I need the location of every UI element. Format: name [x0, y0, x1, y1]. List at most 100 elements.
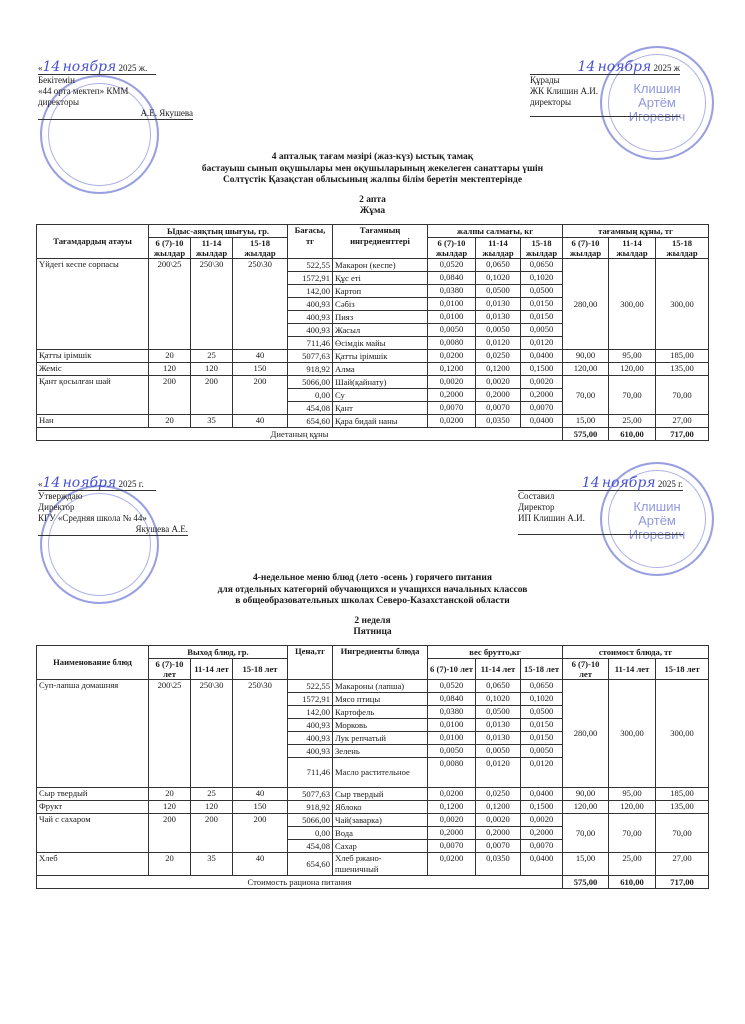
ingredient-price: 5077,63: [287, 349, 333, 363]
header-dish: Наименование блюд: [36, 645, 149, 680]
table-row: 400,93 Сәбіз 0,0100 0,0130 0,0150: [37, 297, 709, 311]
ingredient-weight: 0,0650: [475, 679, 521, 693]
header-age: 6 (7)-10 лет: [148, 658, 191, 680]
ingredient-weight: 0,0020: [475, 813, 521, 827]
ingredient-weight: 0,0100: [427, 297, 476, 311]
signature-line: [530, 108, 680, 117]
date-day: 14: [42, 475, 61, 491]
ingredient-weight: 0,0200: [427, 852, 476, 876]
dish-cost: 70,00: [562, 375, 610, 415]
ingredient-weight: 0,0840: [427, 692, 476, 706]
dish-cost: 95,00: [608, 349, 657, 363]
approve-label: Утверждаю: [38, 491, 83, 501]
header-row: Тағамдардың атауы Ыдыс-аяқтың шығуы, гр. Б…: [36, 224, 710, 259]
ingredient-weight: 0,1200: [427, 800, 476, 814]
ingredient-price: 400,93: [287, 323, 333, 337]
ingredient-weight: 0,0080: [427, 757, 476, 788]
document-title: 4 апталық тағам мәзірі (жаз-күз) ыстық т…: [0, 152, 745, 218]
dish-cost: 185,00: [655, 349, 710, 363]
ingredient-name: Картофель: [332, 705, 428, 719]
ingredient-weight: 0,2000: [427, 388, 476, 402]
date-quote: «: [38, 63, 43, 73]
dish-name: Хлеб: [36, 852, 149, 876]
week-label: 2 апта: [359, 194, 386, 205]
header-age: 11-14 лет: [475, 658, 521, 680]
dish-yield: 250\30: [232, 258, 288, 350]
position: директоры: [530, 97, 572, 107]
total-cost: 575,00: [562, 427, 610, 441]
dish-yield: 20: [148, 787, 191, 801]
dish-yield: 35: [190, 852, 233, 876]
ingredient-name: Мясо птицы: [332, 692, 428, 706]
ingredient-price: 0,00: [287, 388, 333, 402]
ingredient-weight: 0,0020: [427, 375, 476, 389]
header-weight: жалпы салмағы, кг: [426, 224, 564, 238]
ingredient-price: 654,60: [287, 852, 333, 876]
ingredient-name: Картоп: [332, 284, 428, 298]
title-line: бастауыш сынып оқушылары мен оқушыларыны…: [201, 163, 544, 174]
ingredient-name: Чай(заварка): [332, 813, 428, 827]
ingredient-weight: 0,0150: [519, 310, 564, 324]
ingredient-weight: 0,1020: [475, 692, 521, 706]
dish-yield: 250\30: [190, 258, 233, 350]
table-row: Суп-лапша домашняя 200\25 250\30 250\30 522,…: [36, 679, 710, 788]
header-age: 15-18 жылдар: [232, 237, 288, 259]
dish-yield: 150: [232, 362, 288, 376]
ingredient-name: Қант: [332, 401, 428, 415]
ingredient-weight: 0,0050: [475, 323, 521, 337]
dish-cost: 70,00: [655, 813, 710, 853]
table-row: 711,46 Масло растительное 0,0080 0,0120 0,01…: [37, 757, 709, 788]
ingredient-price: 400,93: [287, 310, 333, 324]
table-row: 454,08 Қант 0,0070 0,0070 0,0070: [37, 401, 709, 415]
ingredient-weight: 0,0200: [427, 414, 476, 428]
dish-cost: 15,00: [562, 414, 610, 428]
menu-table-ru: Наименование блюд Выход блюд, гр. Цена,тг И…: [35, 645, 710, 889]
ingredient-weight: 0,0350: [475, 414, 521, 428]
ingredient-weight: 0,0120: [475, 336, 521, 350]
header-age: 6 (7)-10 лет: [427, 658, 476, 680]
ingredient-price: 400,93: [287, 744, 333, 758]
ingredient-name: Хлеб ржано-пшеничный: [332, 852, 428, 876]
table-row: 1572,91 Құс еті 0,0840 0,1020 0,1020: [37, 271, 709, 285]
ingredient-weight: 0,0520: [427, 679, 476, 693]
table-row: Чай с сахаром 200 200 200 5066,00 Чай(заварка…: [36, 813, 710, 853]
ingredient-weight: 0,0400: [519, 414, 564, 428]
dish-cost: 70,00: [608, 375, 657, 415]
header-age: 6 (7)-10 жылдар: [562, 237, 610, 259]
ingredient-weight: 0,0020: [427, 813, 476, 827]
dish-yield: 120: [148, 362, 191, 376]
dish-name: Үйдегі кеспе сорпасы: [36, 258, 149, 350]
ingredient-name: Лук репчатый: [332, 731, 428, 745]
table-row: Хлеб 20 35 40 654,60 Хлеб ржано-пшеничный 0,02…: [36, 852, 710, 876]
ingredient-weight: 0,1020: [475, 271, 521, 285]
dish-cost: 70,00: [655, 375, 710, 415]
dish-yield: 120: [190, 800, 233, 814]
ingredient-weight: 0,0100: [427, 731, 476, 745]
composed-label: Составил: [518, 491, 555, 501]
header-age: 15-18 жылдар: [519, 237, 564, 259]
ingredient-weight: 0,0380: [427, 705, 476, 719]
ingredient-weight: 0,0070: [427, 839, 476, 853]
ingredient-price: 454,08: [287, 839, 333, 853]
dish-name: Сыр твердый: [36, 787, 149, 801]
header-age: 11-14 лет: [190, 658, 233, 680]
dish-yield: 40: [232, 349, 288, 363]
header-ingredients: Тағамның ингредиенттері: [332, 224, 428, 259]
ingredient-weight: 0,0200: [427, 349, 476, 363]
signatory: Якушева А.Е.: [38, 524, 188, 536]
dish-yield: 200: [148, 375, 191, 415]
date-month: ноября: [597, 59, 652, 75]
composed-block: 14 ноября 2025 ж Құрады ЖК Клишин А.И. д…: [530, 59, 680, 117]
ingredient-name: Сәбіз: [332, 297, 428, 311]
header-age: 6 (7)-10 жылдар: [148, 237, 191, 259]
ingredient-weight: 0,0150: [519, 297, 564, 311]
ingredient-weight: 0,1200: [475, 362, 521, 376]
signatory: А.Е. Якушева: [38, 108, 193, 120]
ingredient-price: 400,93: [287, 297, 333, 311]
table-row: 454,08 Сахар 0,0070 0,0070 0,0070: [37, 839, 709, 853]
ingredient-weight: 0,0130: [475, 297, 521, 311]
ingredient-weight: 0,0130: [475, 731, 521, 745]
position: Директор: [518, 502, 555, 512]
dish-yield: 150: [232, 800, 288, 814]
dish-cost: 300,00: [608, 258, 657, 350]
